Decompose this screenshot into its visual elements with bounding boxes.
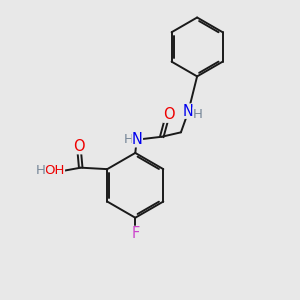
Text: O: O xyxy=(74,139,85,154)
Text: H: H xyxy=(193,108,202,121)
Text: F: F xyxy=(131,226,140,242)
Text: OH: OH xyxy=(44,164,64,177)
Text: H: H xyxy=(35,164,45,177)
Text: N: N xyxy=(132,132,143,147)
Text: O: O xyxy=(163,107,175,122)
Text: N: N xyxy=(182,103,193,118)
Text: H: H xyxy=(124,133,134,146)
